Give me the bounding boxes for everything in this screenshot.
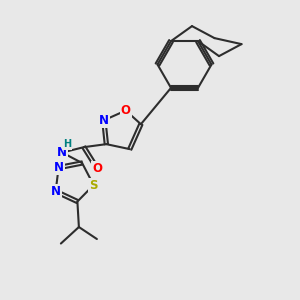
Text: N: N [51, 185, 61, 198]
Text: N: N [54, 161, 64, 174]
Text: O: O [121, 104, 131, 117]
Text: S: S [89, 178, 98, 191]
Text: N: N [99, 114, 109, 127]
Text: O: O [92, 162, 102, 175]
Text: H: H [64, 139, 72, 149]
Text: N: N [57, 146, 67, 159]
